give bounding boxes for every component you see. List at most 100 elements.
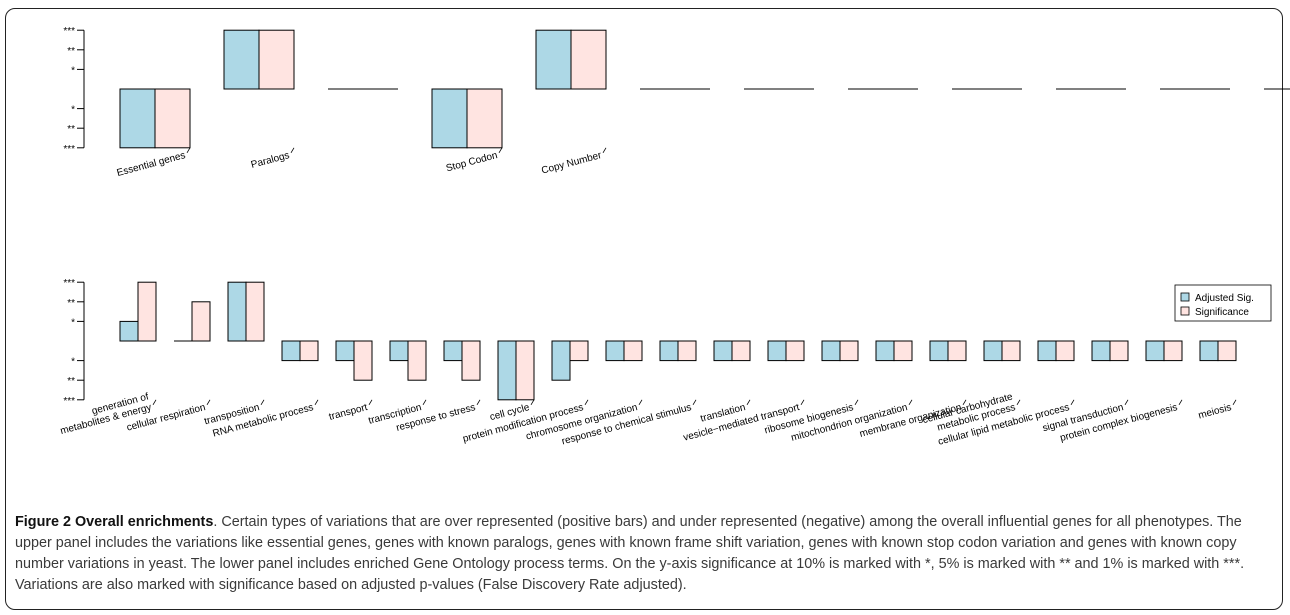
lower-x-tick xyxy=(476,399,481,406)
lower-significance-bar xyxy=(245,281,265,342)
lower-adjusted-bar xyxy=(1091,340,1111,362)
lower-adjusted-bar xyxy=(281,340,301,362)
lower-adjusted-bar xyxy=(551,340,571,381)
lower-significance-bar xyxy=(191,301,211,342)
lower-y-tick-label: * xyxy=(71,317,75,328)
lower-significance-bar xyxy=(623,340,643,362)
lower-adjusted-bar xyxy=(821,340,841,362)
lower-y-tick-label: *** xyxy=(63,278,75,289)
upper-adjusted-bar xyxy=(223,29,260,90)
lower-y-tick-label: ** xyxy=(67,298,75,309)
lower-significance-bar xyxy=(731,340,751,362)
lower-adjusted-bar xyxy=(227,281,247,342)
upper-y-tick-label: ** xyxy=(67,46,75,57)
lower-adjusted-bar xyxy=(1199,340,1219,362)
lower-x-tick xyxy=(1070,399,1075,406)
lower-x-tick xyxy=(1016,399,1021,406)
upper-x-tick xyxy=(498,147,503,154)
upper-category-label: Stop Codon xyxy=(445,150,499,174)
upper-significance-bar xyxy=(154,88,191,149)
upper-significance-bar xyxy=(466,88,503,149)
lower-adjusted-bar xyxy=(497,340,517,401)
upper-y-tick-label: * xyxy=(71,65,75,76)
upper-x-tick xyxy=(186,147,191,154)
upper-y-tick-label: *** xyxy=(63,144,75,155)
lower-x-tick xyxy=(1232,399,1237,406)
lower-adjusted-bar xyxy=(875,340,895,362)
upper-adjusted-bar xyxy=(535,29,572,90)
lower-category-label: transport xyxy=(328,402,369,423)
lower-x-tick xyxy=(422,399,427,406)
caption-text: . Certain types of variations that are o… xyxy=(15,514,1245,593)
lower-significance-bar xyxy=(299,340,319,362)
lower-significance-bar xyxy=(515,340,535,401)
upper-significance-bar xyxy=(258,29,295,90)
lower-significance-bar xyxy=(1109,340,1129,362)
upper-y-tick-label: * xyxy=(71,105,75,116)
upper-significance-bar xyxy=(570,29,607,90)
figure-border xyxy=(5,8,1283,610)
lower-significance-bar xyxy=(947,340,967,362)
lower-x-tick xyxy=(908,399,913,406)
legend-swatch xyxy=(1180,306,1190,316)
lower-x-tick xyxy=(692,399,697,406)
upper-adjusted-bar xyxy=(119,88,156,149)
upper-y-tick-label: ** xyxy=(67,124,75,135)
lower-significance-bar xyxy=(1001,340,1021,362)
lower-y-tick-label: *** xyxy=(63,396,75,407)
lower-x-tick xyxy=(314,399,319,406)
lower-significance-bar xyxy=(137,281,157,342)
lower-category-label-line: transport xyxy=(328,402,369,423)
upper-adjusted-bar xyxy=(431,88,468,149)
lower-significance-bar xyxy=(893,340,913,362)
lower-adjusted-bar xyxy=(443,340,463,362)
legend-label: Adjusted Sig. xyxy=(1195,293,1254,304)
lower-adjusted-bar xyxy=(767,340,787,362)
upper-category-label-line: Essential genes xyxy=(116,150,187,179)
upper-category-label-line: Paralogs xyxy=(250,150,291,171)
lower-x-tick xyxy=(854,399,859,406)
lower-adjusted-bar xyxy=(929,340,949,362)
lower-significance-bar xyxy=(353,340,373,381)
lower-adjusted-bar xyxy=(389,340,409,362)
lower-significance-bar xyxy=(1217,340,1237,362)
lower-x-tick xyxy=(1178,399,1183,406)
lower-x-tick xyxy=(746,399,751,406)
lower-adjusted-bar xyxy=(119,320,139,342)
figure-caption: Figure 2 Overall enrichments. Certain ty… xyxy=(15,512,1265,596)
legend: Adjusted Sig. Significance xyxy=(1174,284,1272,322)
lower-adjusted-bar xyxy=(1145,340,1165,362)
lower-adjusted-bar xyxy=(713,340,733,362)
upper-x-tick xyxy=(602,147,607,154)
upper-y-tick-label: *** xyxy=(63,26,75,37)
legend-box xyxy=(1174,284,1272,322)
lower-significance-bar xyxy=(785,340,805,362)
upper-category-label: Essential genes xyxy=(116,150,187,179)
upper-category-label: Copy Number xyxy=(540,150,603,177)
lower-significance-bar xyxy=(461,340,481,381)
lower-y-tick-label: ** xyxy=(67,376,75,387)
lower-category-label: meiosis xyxy=(1197,402,1233,421)
lower-adjusted-bar xyxy=(335,340,355,362)
lower-x-tick xyxy=(584,399,589,406)
lower-significance-bar xyxy=(677,340,697,362)
lower-significance-bar xyxy=(1163,340,1183,362)
lower-adjusted-bar xyxy=(605,340,625,362)
lower-x-tick xyxy=(962,399,967,406)
lower-significance-bar xyxy=(407,340,427,381)
upper-category-label-line: Stop Codon xyxy=(445,150,499,174)
lower-x-tick xyxy=(368,399,373,406)
lower-significance-bar xyxy=(839,340,859,362)
legend-swatch xyxy=(1180,292,1190,302)
upper-x-tick xyxy=(290,147,295,154)
lower-panel: ************ generation ofmetabolites & e… xyxy=(59,278,1272,448)
caption-title: Figure 2 Overall enrichments xyxy=(15,514,214,530)
lower-y-tick-label: * xyxy=(71,357,75,368)
lower-adjusted-bar xyxy=(1037,340,1057,362)
lower-x-tick xyxy=(800,399,805,406)
lower-x-tick xyxy=(638,399,643,406)
upper-category-label-line: Copy Number xyxy=(540,150,603,177)
legend-label: Significance xyxy=(1195,307,1249,318)
upper-category-label: Paralogs xyxy=(250,150,291,171)
